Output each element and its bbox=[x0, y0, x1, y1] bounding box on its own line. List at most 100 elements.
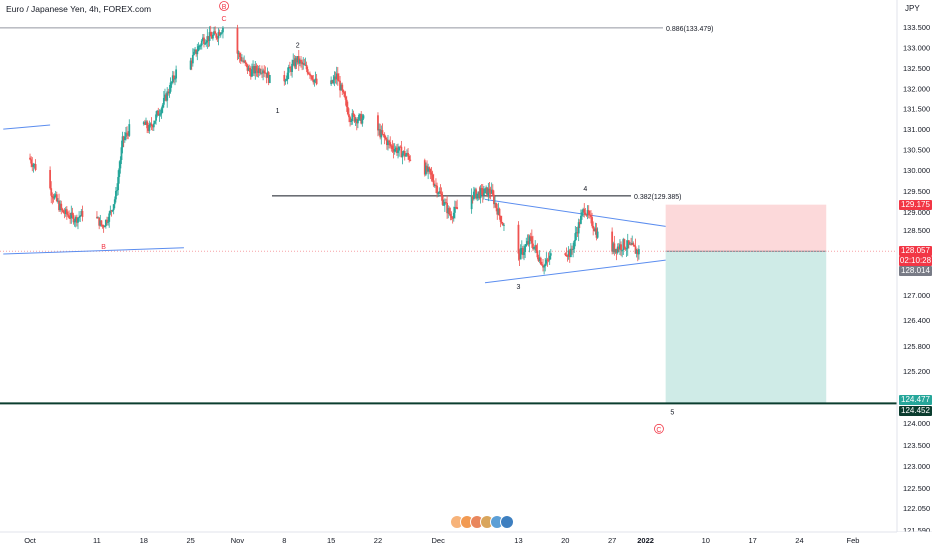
candle bbox=[200, 39, 203, 50]
candle bbox=[588, 210, 591, 219]
candle-body bbox=[264, 72, 267, 74]
y-tick-label: 123.000 bbox=[903, 462, 930, 471]
candle bbox=[73, 218, 76, 227]
candle bbox=[593, 226, 596, 232]
candle bbox=[58, 193, 60, 212]
candle-body bbox=[524, 246, 527, 253]
candle-body bbox=[50, 188, 53, 196]
candle-body bbox=[533, 247, 535, 249]
candle-body bbox=[291, 63, 293, 72]
candle-body bbox=[529, 236, 532, 238]
candle-body bbox=[218, 32, 221, 36]
candle-body bbox=[633, 245, 636, 247]
candle bbox=[332, 74, 335, 85]
candle-body bbox=[33, 164, 36, 166]
candle-body bbox=[246, 64, 249, 71]
candle bbox=[49, 166, 52, 190]
fib-level-label: 0.886(133.479) bbox=[666, 26, 713, 33]
candle bbox=[524, 243, 527, 259]
candle-body bbox=[97, 217, 99, 219]
candle-body bbox=[380, 130, 383, 138]
candle-body bbox=[455, 206, 457, 208]
candle bbox=[159, 109, 162, 117]
candle bbox=[580, 209, 582, 225]
candle bbox=[622, 237, 625, 255]
candle-body bbox=[427, 167, 430, 172]
candle-body bbox=[612, 243, 615, 252]
candle-body bbox=[265, 73, 268, 78]
candle-body bbox=[348, 114, 350, 118]
candle bbox=[595, 223, 598, 241]
candle-body bbox=[479, 188, 482, 199]
candle-body bbox=[441, 196, 444, 205]
candle-body bbox=[576, 232, 579, 234]
candle-body bbox=[595, 228, 598, 238]
candle bbox=[577, 218, 580, 242]
candle bbox=[70, 205, 73, 224]
candle bbox=[63, 208, 66, 219]
candle bbox=[196, 43, 199, 61]
candle bbox=[446, 195, 448, 219]
candle-body bbox=[478, 191, 481, 199]
candle-body bbox=[123, 136, 126, 140]
candle bbox=[354, 117, 357, 126]
candle-body bbox=[69, 217, 72, 219]
candle bbox=[573, 240, 576, 253]
candle bbox=[452, 206, 455, 222]
candle-body bbox=[81, 210, 84, 217]
candle-body bbox=[109, 210, 112, 214]
candle-body bbox=[377, 115, 379, 131]
candle-body bbox=[285, 79, 288, 81]
candle bbox=[489, 186, 492, 200]
candle-body bbox=[495, 203, 498, 209]
candle bbox=[620, 241, 622, 257]
candle bbox=[249, 66, 252, 80]
candle-body bbox=[399, 146, 402, 148]
candle bbox=[165, 93, 167, 102]
x-tick-label: 17 bbox=[748, 536, 756, 545]
candle bbox=[345, 95, 348, 112]
candle-body bbox=[611, 231, 614, 252]
candle bbox=[499, 215, 502, 228]
candle bbox=[596, 227, 599, 239]
y-tick-label: 128.500 bbox=[903, 226, 930, 235]
replay-icon-6[interactable] bbox=[500, 515, 514, 529]
candle bbox=[313, 79, 316, 87]
replay-icons[interactable] bbox=[450, 515, 514, 529]
candle-body bbox=[116, 190, 118, 192]
candle bbox=[475, 187, 477, 200]
candle-body bbox=[527, 241, 530, 245]
candle bbox=[290, 65, 292, 76]
candle-body bbox=[63, 213, 66, 215]
candle bbox=[592, 221, 595, 236]
candle bbox=[127, 131, 130, 140]
candle-body bbox=[548, 255, 551, 260]
candle-body bbox=[104, 219, 107, 227]
candle bbox=[113, 196, 116, 209]
candle bbox=[629, 241, 631, 246]
candle-body bbox=[484, 188, 486, 194]
candle-body bbox=[352, 113, 355, 115]
candle bbox=[296, 56, 299, 65]
candle bbox=[342, 89, 345, 94]
candle bbox=[388, 139, 391, 149]
candle-body bbox=[191, 55, 194, 64]
candle bbox=[621, 249, 624, 258]
candle bbox=[306, 66, 309, 76]
candle-body bbox=[340, 84, 343, 91]
candle-body bbox=[170, 81, 173, 83]
candle-body bbox=[338, 80, 340, 82]
wave-label: 4 bbox=[583, 186, 587, 193]
y-tick-label: 125.200 bbox=[903, 367, 930, 376]
candle bbox=[193, 48, 195, 56]
candle bbox=[255, 63, 258, 77]
candle bbox=[209, 25, 212, 37]
candle bbox=[206, 29, 209, 49]
candle bbox=[633, 244, 636, 247]
candle-body bbox=[204, 43, 207, 45]
candle-body bbox=[251, 69, 253, 77]
candle bbox=[117, 170, 120, 196]
candle-body bbox=[493, 194, 495, 205]
